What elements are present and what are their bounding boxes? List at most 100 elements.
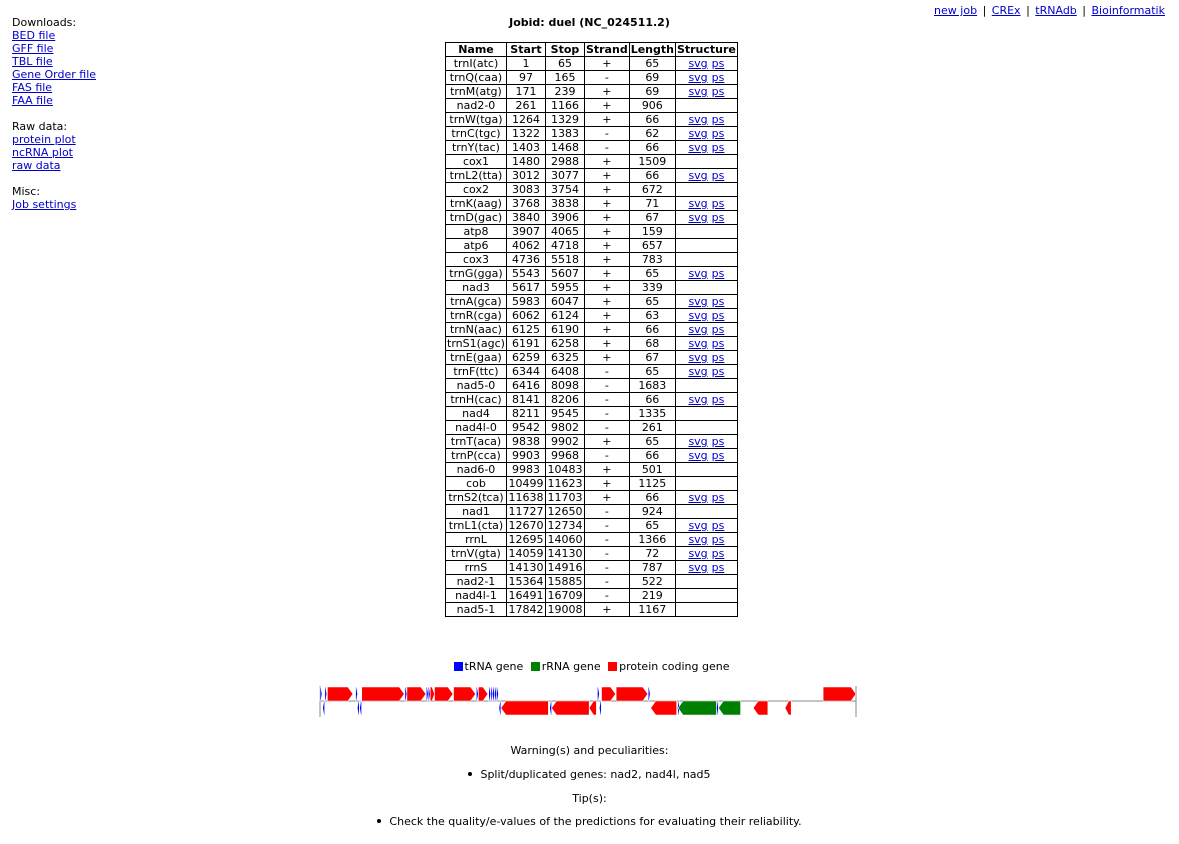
structure-svg-link[interactable]: svg xyxy=(688,169,708,182)
structure-ps-link[interactable]: ps xyxy=(711,561,725,574)
bed-file-link[interactable]: BED file xyxy=(12,29,56,42)
cell-length: 66 xyxy=(628,140,676,155)
structure-ps-link[interactable]: ps xyxy=(711,323,725,336)
table-row: cob 10499 11623 +1125 xyxy=(445,476,738,491)
structure-svg-link[interactable]: svg xyxy=(688,57,708,70)
table-row: nad5-0 6416 8098-1683 xyxy=(445,378,738,393)
structure-ps-link[interactable]: ps xyxy=(711,365,725,378)
structure-ps-link[interactable]: ps xyxy=(711,393,725,406)
raw-data-link[interactable]: raw data xyxy=(12,159,61,172)
structure-svg-link[interactable]: svg xyxy=(688,561,708,574)
structure-ps-link[interactable]: ps xyxy=(711,141,725,154)
structure-ps-link[interactable]: ps xyxy=(711,71,725,84)
structure-svg-link[interactable]: svg xyxy=(688,323,708,336)
protein-gene-arrow xyxy=(406,686,427,702)
structure-svg-link[interactable]: svg xyxy=(688,85,708,98)
cell-name: trnL2(tta) xyxy=(445,168,507,183)
structure-ps-link[interactable]: ps xyxy=(711,267,725,280)
crex-link[interactable]: CREx xyxy=(991,4,1021,17)
cell-strand: - xyxy=(583,574,630,589)
structure-svg-link[interactable]: svg xyxy=(688,127,708,140)
fas-file-link[interactable]: FAS file xyxy=(12,81,53,94)
trna-gene-arrow xyxy=(498,700,502,716)
cell-start: 4062 xyxy=(505,238,546,253)
gene-order-file-link[interactable]: Gene Order file xyxy=(12,68,97,81)
structure-ps-link[interactable]: ps xyxy=(711,295,725,308)
trna-gene-arrow xyxy=(494,686,497,702)
table-row: trnP(cca) 9903 9968-66 svg ps xyxy=(445,448,738,463)
structure-svg-link[interactable]: svg xyxy=(688,365,708,378)
new-job-link[interactable]: new job xyxy=(934,4,978,17)
structure-ps-link[interactable]: ps xyxy=(711,169,725,182)
structure-svg-link[interactable]: svg xyxy=(688,309,708,322)
cell-start: 1403 xyxy=(505,140,546,155)
structure-ps-link[interactable]: ps xyxy=(711,197,725,210)
cell-structure: svg ps xyxy=(674,196,738,211)
faa-file-link[interactable]: FAA file xyxy=(12,94,53,107)
cell-stop: 8206 xyxy=(544,392,585,407)
cell-strand: + xyxy=(583,308,630,323)
structure-svg-link[interactable]: svg xyxy=(688,337,708,350)
cell-name: trnS1(agc) xyxy=(445,336,507,351)
trna-gene-arrow xyxy=(496,686,499,702)
structure-ps-link[interactable]: ps xyxy=(711,127,725,140)
structure-svg-link[interactable]: svg xyxy=(688,211,708,224)
cell-start: 12695 xyxy=(505,532,546,547)
structure-svg-link[interactable]: svg xyxy=(688,267,708,280)
ncrna-plot-link[interactable]: ncRNA plot xyxy=(12,146,73,159)
structure-ps-link[interactable]: ps xyxy=(711,57,725,70)
structure-ps-link[interactable]: ps xyxy=(711,211,725,224)
table-row: atp8 3907 4065 +159 xyxy=(445,224,738,239)
cell-start: 1322 xyxy=(505,126,546,141)
structure-ps-link[interactable]: ps xyxy=(711,449,725,462)
structure-svg-link[interactable]: svg xyxy=(688,295,708,308)
cell-strand: + xyxy=(583,98,630,113)
structure-svg-link[interactable]: svg xyxy=(688,351,708,364)
trnadb-link[interactable]: tRNAdb xyxy=(1035,4,1077,17)
cell-length: 69 xyxy=(628,84,676,99)
cell-name: cox1 xyxy=(445,154,507,169)
structure-svg-link[interactable]: svg xyxy=(688,71,708,84)
structure-ps-link[interactable]: ps xyxy=(711,85,725,98)
structure-ps-link[interactable]: ps xyxy=(711,337,725,350)
job-settings-link[interactable]: Job settings xyxy=(12,198,77,211)
cell-strand: + xyxy=(583,56,630,71)
structure-svg-link[interactable]: svg xyxy=(688,197,708,210)
table-row: rrnS 14130 14916-787 svg ps xyxy=(445,560,738,575)
bioinformatik-link[interactable]: Bioinformatik xyxy=(1091,4,1166,17)
tbl-file-link[interactable]: TBL file xyxy=(12,55,53,68)
structure-ps-link[interactable]: ps xyxy=(711,533,725,546)
table-row: trnT(aca) 9838 9902 +65 svg ps xyxy=(445,434,738,449)
structure-ps-link[interactable]: ps xyxy=(711,309,725,322)
cell-stop: 6124 xyxy=(544,308,585,323)
cell-length: 65 xyxy=(628,518,676,533)
structure-ps-link[interactable]: ps xyxy=(711,547,725,560)
cell-start: 6125 xyxy=(505,322,546,337)
cell-name: nad6-0 xyxy=(445,462,507,477)
structure-svg-link[interactable]: svg xyxy=(688,519,708,532)
structure-svg-link[interactable]: svg xyxy=(688,393,708,406)
structure-svg-link[interactable]: svg xyxy=(688,435,708,448)
cell-structure xyxy=(674,98,738,113)
structure-svg-link[interactable]: svg xyxy=(688,449,708,462)
structure-ps-link[interactable]: ps xyxy=(711,519,725,532)
structure-svg-link[interactable]: svg xyxy=(688,491,708,504)
structure-ps-link[interactable]: ps xyxy=(711,491,725,504)
cell-structure xyxy=(674,504,738,519)
structure-svg-link[interactable]: svg xyxy=(688,113,708,126)
trna-swatch xyxy=(453,662,463,671)
cell-strand: - xyxy=(583,420,630,435)
structure-ps-link[interactable]: ps xyxy=(711,351,725,364)
table-row: cox3 4736 5518 +783 xyxy=(445,252,738,267)
protein-gene-arrow xyxy=(361,686,405,702)
structure-ps-link[interactable]: ps xyxy=(711,435,725,448)
gff-file-link[interactable]: GFF file xyxy=(12,42,54,55)
structure-ps-link[interactable]: ps xyxy=(711,113,725,126)
trna-gene-arrow xyxy=(319,686,323,702)
cell-stop: 14130 xyxy=(544,546,585,561)
structure-svg-link[interactable]: svg xyxy=(688,547,708,560)
protein-plot-link[interactable]: protein plot xyxy=(12,133,76,146)
structure-svg-link[interactable]: svg xyxy=(688,141,708,154)
structure-svg-link[interactable]: svg xyxy=(688,533,708,546)
cell-stop: 1166 xyxy=(544,98,585,113)
